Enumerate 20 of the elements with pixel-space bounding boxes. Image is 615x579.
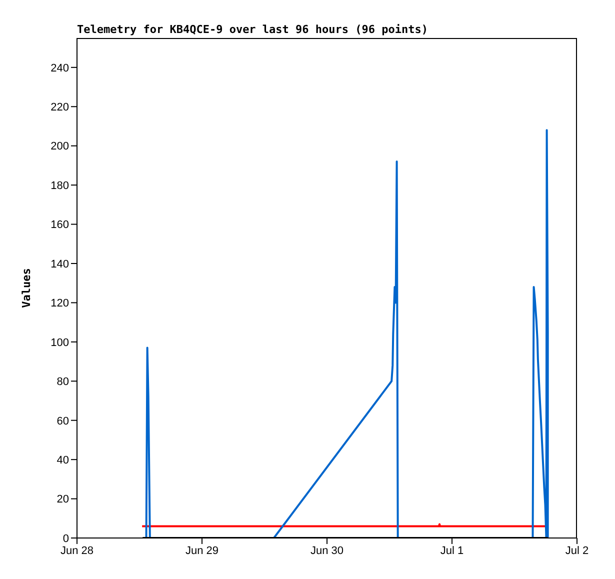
- x-tick-label: Jul 1: [440, 544, 464, 557]
- y-tick-label: 100: [50, 336, 69, 349]
- y-tick-label: 180: [50, 180, 69, 192]
- chart-title: Telemetry for KB4QCE-9 over last 96 hours (96 points): [77, 23, 428, 36]
- x-tick-label: Jun 29: [185, 544, 219, 557]
- y-tick-label: 160: [50, 219, 69, 232]
- x-tick-label: Jun 28: [60, 544, 94, 557]
- y-tick-label: 40: [56, 454, 69, 466]
- y-tick-label: 220: [50, 102, 69, 114]
- x-tick-label: Jun 30: [310, 544, 344, 557]
- y-tick-label: 200: [50, 140, 69, 153]
- x-tick-label: Jul 2: [565, 544, 589, 557]
- y-tick-label: 140: [50, 258, 69, 270]
- y-tick-label: 0: [62, 532, 69, 545]
- y-tick-label: 120: [50, 298, 69, 310]
- y-tick-label: 20: [56, 494, 69, 506]
- y-tick-label: 80: [56, 376, 69, 388]
- y-tick-label: 240: [50, 62, 69, 74]
- y-axis-title: Values: [20, 268, 33, 308]
- y-tick-label: 60: [56, 415, 69, 428]
